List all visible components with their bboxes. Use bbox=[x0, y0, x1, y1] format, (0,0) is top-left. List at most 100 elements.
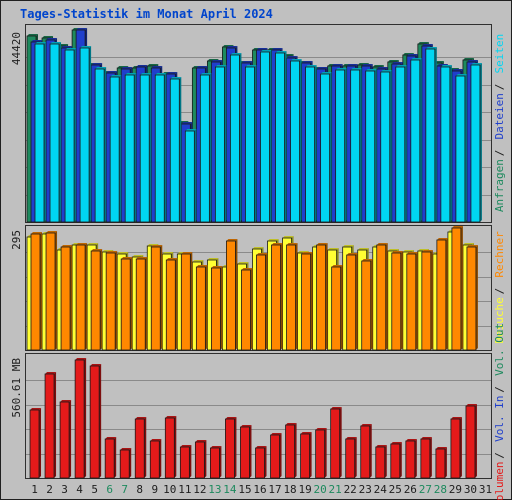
bar-rechner-day-15 bbox=[241, 269, 251, 351]
bar-rechner-day-17 bbox=[271, 244, 281, 351]
bar-volumen-day-21 bbox=[330, 408, 341, 479]
bar-top-hits bbox=[451, 69, 463, 71]
bar-top-volume bbox=[330, 407, 342, 409]
x-tick-label: 24 bbox=[374, 483, 388, 496]
legend-separator: / bbox=[493, 150, 506, 157]
bar-rechner-day-20 bbox=[316, 244, 327, 351]
bar-side-hits bbox=[59, 42, 62, 222]
bar-seiten-day-9 bbox=[154, 74, 165, 223]
bar-side-volume bbox=[474, 404, 477, 478]
bar-side-visits bbox=[40, 232, 42, 350]
bar-top-visits bbox=[301, 252, 313, 254]
bar-top-hits bbox=[151, 66, 163, 68]
bar-side-visits bbox=[100, 249, 103, 350]
bar-top-visits bbox=[117, 252, 129, 254]
bar-top-visits bbox=[331, 265, 343, 267]
bar-side-volume bbox=[234, 417, 237, 478]
bar-top-volume bbox=[60, 400, 72, 402]
bar-top-volume bbox=[75, 358, 87, 360]
legend-separator: / bbox=[493, 288, 506, 295]
bar-volumen-day-27 bbox=[420, 438, 431, 479]
x-tick-label: 31 bbox=[479, 483, 492, 496]
bar-top-visits bbox=[342, 245, 354, 247]
bar-side-hits bbox=[269, 50, 272, 222]
bar-seiten-day-22 bbox=[350, 69, 361, 223]
bar-top-visits bbox=[132, 255, 144, 257]
bar-side-hits bbox=[209, 73, 212, 222]
bar-top-volume bbox=[345, 437, 357, 439]
bar-top-volume bbox=[90, 364, 102, 366]
bar-side-visits bbox=[475, 245, 478, 350]
x-tick-label: 19 bbox=[298, 483, 311, 496]
x-tick-label: 22 bbox=[344, 483, 357, 496]
bar-top-hits bbox=[181, 122, 193, 124]
bar-top-visits bbox=[151, 245, 163, 247]
bar-top-hits bbox=[31, 40, 42, 42]
bar-top-visits bbox=[462, 243, 474, 245]
bar-top-hits bbox=[316, 67, 328, 69]
x-tick-label: 28 bbox=[434, 483, 447, 496]
bar-rechner-day-9 bbox=[150, 246, 161, 351]
x-tick-label: 5 bbox=[91, 483, 98, 496]
bar-top-hits bbox=[256, 48, 268, 50]
bar-side-hits bbox=[44, 42, 46, 222]
bar-top-volume bbox=[450, 417, 462, 419]
bar-rechner-day-30 bbox=[466, 246, 477, 351]
bar-top-volume bbox=[420, 437, 432, 439]
bar-seiten-day-3 bbox=[64, 49, 75, 223]
bar-top-hits bbox=[350, 68, 362, 70]
bar-rechner-day-18 bbox=[286, 244, 296, 351]
bar-top-volume bbox=[435, 447, 447, 449]
x-tick-label: 4 bbox=[76, 483, 83, 496]
bar-side-visits bbox=[460, 226, 463, 350]
bar-top-visits bbox=[121, 257, 133, 259]
bar-volumen-day-13 bbox=[210, 447, 220, 479]
bar-top-hits bbox=[80, 46, 92, 48]
bar-side-visits bbox=[430, 250, 433, 350]
bar-top-visits bbox=[241, 268, 253, 270]
bar-rechner-day-26 bbox=[406, 253, 417, 351]
bar-top-visits bbox=[162, 252, 174, 254]
bar-top-visits bbox=[87, 243, 99, 245]
x-tick-label: 27 bbox=[419, 483, 432, 496]
bar-top-hits bbox=[215, 65, 227, 67]
bar-top-hits bbox=[185, 129, 197, 131]
bar-seiten-day-13 bbox=[214, 66, 225, 223]
bar-top-visits bbox=[166, 258, 178, 260]
bar-top-hits bbox=[121, 67, 133, 69]
bar-rechner-day-13 bbox=[210, 267, 221, 351]
bar-rechner-day-25 bbox=[391, 252, 402, 351]
bar-top-visits bbox=[31, 232, 42, 234]
bar-top-volume bbox=[300, 432, 312, 434]
bar-top-hits bbox=[50, 42, 62, 44]
bar-seiten-day-27 bbox=[425, 48, 436, 223]
bar-top-hits bbox=[91, 63, 103, 65]
bar-volumen-day-16 bbox=[255, 447, 265, 479]
bar-volumen-day-28 bbox=[435, 448, 446, 479]
bar-top-hits bbox=[372, 65, 384, 67]
bar-side-hits bbox=[149, 73, 152, 222]
bar-side-visits bbox=[325, 243, 328, 350]
bar-rechner-day-6 bbox=[105, 252, 116, 351]
bar-top-volume bbox=[270, 433, 282, 435]
bar-volumen-day-8 bbox=[134, 418, 145, 479]
bar-side-hits bbox=[449, 65, 452, 222]
bar-side-hits bbox=[404, 65, 407, 222]
bar-side-volume bbox=[399, 442, 402, 478]
bar-seiten-day-24 bbox=[380, 71, 391, 223]
bar-top-visits bbox=[436, 238, 448, 240]
bar-top-hits bbox=[200, 73, 212, 75]
bar-top-visits bbox=[226, 239, 238, 241]
x-tick-label: 6 bbox=[106, 483, 113, 496]
bar-rechner-day-29 bbox=[451, 227, 462, 351]
bar-top-hits bbox=[226, 46, 238, 48]
bar-top-hits bbox=[391, 62, 403, 64]
bar-side-hits bbox=[119, 75, 122, 222]
bar-volumen-day-22 bbox=[345, 438, 356, 479]
bar-top-hits bbox=[241, 61, 253, 63]
bar-top-hits bbox=[245, 65, 257, 67]
bar-volumen-day-1 bbox=[29, 409, 40, 479]
bar-top-hits bbox=[106, 71, 118, 73]
bar-volumen-day-24 bbox=[375, 446, 386, 479]
bar-side-hits bbox=[299, 59, 302, 222]
